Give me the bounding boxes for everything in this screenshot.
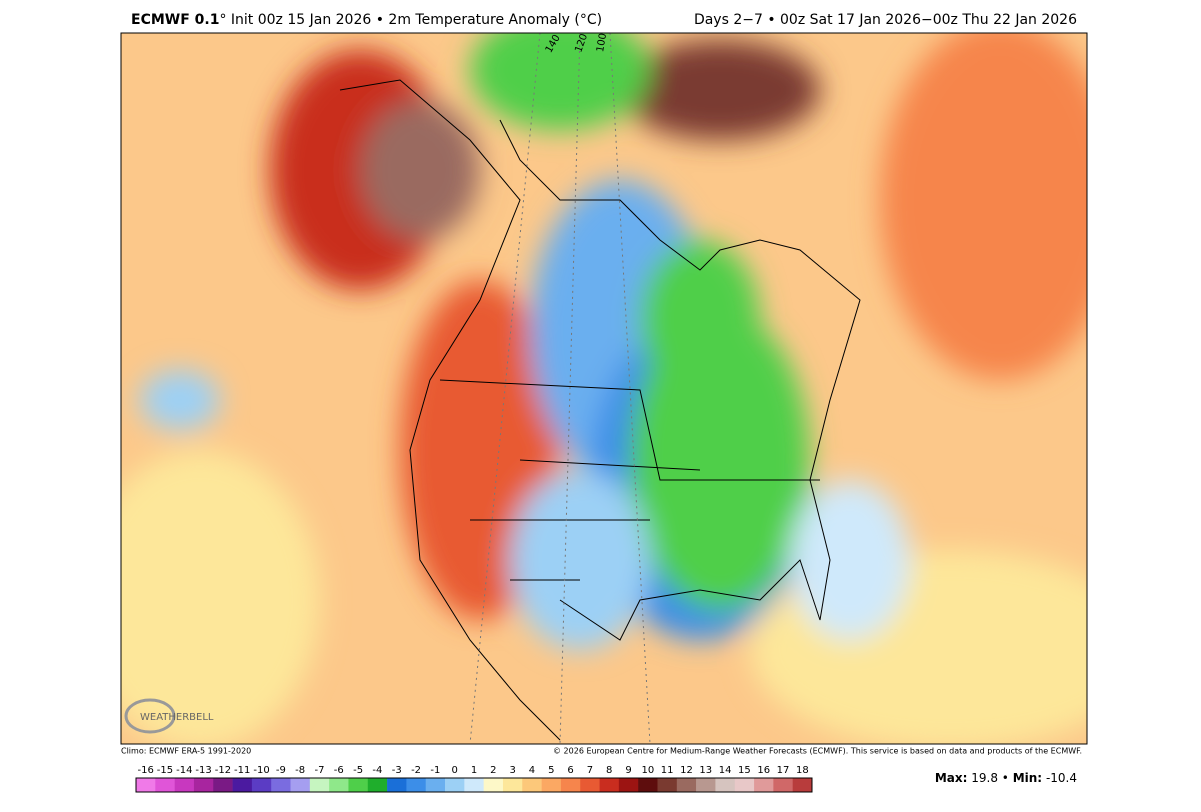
colorbar-label: -8 (295, 765, 305, 776)
colorbar-label: 17 (777, 765, 790, 776)
copyright: © 2026 European Centre for Medium-Range … (553, 747, 1082, 756)
colorbar-swatch (599, 778, 620, 792)
colorbar-swatch (251, 778, 272, 792)
colorbar-label: -15 (157, 765, 173, 776)
map: 140 W 120 W 100 W WEATHERBELL (121, 33, 1087, 744)
colorbar-swatch (502, 778, 523, 792)
colorbar-frame (135, 777, 813, 793)
colorbar-label: 15 (738, 765, 751, 776)
colorbar-label: -3 (392, 765, 402, 776)
colorbar-label: 4 (529, 765, 535, 776)
colorbar-swatch (696, 778, 716, 792)
colorbar-label: 1 (471, 765, 477, 776)
colorbar-swatch (560, 778, 581, 792)
colorbar-swatch (193, 778, 214, 792)
colorbar-label: -10 (253, 765, 269, 776)
title: ECMWF 0.1° Init 00z 15 Jan 2026 • 2m Tem… (131, 12, 602, 28)
map-frame (120, 32, 1088, 745)
colorbar-label: 14 (719, 765, 732, 776)
colorbar-label: 12 (680, 765, 693, 776)
colorbar-swatch (155, 778, 175, 792)
colorbar-label: -12 (215, 765, 231, 776)
colorbar-label: 0 (451, 765, 457, 776)
colorbar-swatch (522, 778, 542, 792)
colorbar-swatch (232, 778, 253, 792)
climo: Climo: ECMWF ERA-5 1991-2020 (121, 747, 251, 756)
max-value: 19.8 (971, 771, 998, 785)
colorbar-label: -6 (334, 765, 344, 776)
graticule (469, 33, 651, 744)
colorbar-label: -2 (411, 765, 421, 776)
colorbar-swatch (464, 778, 484, 792)
min-label: Min: (1013, 771, 1042, 785)
logo: WEATHERBELL (140, 712, 214, 723)
anomaly-field (121, 33, 1087, 744)
colorbar-swatch (754, 778, 774, 792)
colorbar-label: 16 (757, 765, 770, 776)
colorbar-label: -1 (430, 765, 440, 776)
colorbar-swatch (271, 778, 291, 792)
colorbar-label: -14 (176, 765, 192, 776)
colorbar-swatch (618, 778, 639, 792)
colorbar-swatch (425, 778, 446, 792)
colorbar-label: 11 (661, 765, 674, 776)
period: Days 2−7 • 00z Sat 17 Jan 2026−00z Thu 2… (694, 12, 1077, 28)
colorbar-swatch (657, 778, 678, 792)
colorbar-swatch (174, 778, 195, 792)
colorbar-label: 6 (567, 765, 573, 776)
colorbar-swatch (483, 778, 504, 792)
separator: • (1002, 771, 1009, 785)
colorbar-swatch (290, 778, 311, 792)
colorbar-label: -11 (234, 765, 250, 776)
colorbar-swatch (715, 778, 736, 792)
colorbar-label: 10 (641, 765, 654, 776)
colorbar-label: 2 (490, 765, 496, 776)
colorbar-label: -9 (276, 765, 286, 776)
colorbar-swatch (136, 778, 156, 792)
model-name: ECMWF 0.1 (131, 12, 219, 28)
colorbar: -16 -15 -14 -13 -12 -11 -10 -9 -8 -7 -6 -5 -4 -3 -2 -1 0… (135, 765, 813, 793)
colorbar-swatch (734, 778, 755, 792)
logo-mark (124, 698, 176, 734)
colorbar-label: -4 (372, 765, 382, 776)
colorbar-swatch (348, 778, 369, 792)
colorbar-label: -7 (314, 765, 324, 776)
colorbar-swatch (387, 778, 407, 792)
stats: Max: 19.8 • Min: -10.4 (935, 771, 1077, 785)
title-text: ° Init 00z 15 Jan 2026 • 2m Temperature … (219, 12, 602, 28)
colorbar-swatch (676, 778, 697, 792)
colorbar-swatch (541, 778, 562, 792)
colorbar-label: -5 (353, 765, 363, 776)
colorbar-label: 9 (625, 765, 631, 776)
colorbar-swatch (638, 778, 658, 792)
colorbar-label: -16 (137, 765, 153, 776)
max-label: Max: (935, 771, 968, 785)
colorbar-swatch (329, 778, 349, 792)
min-value: -10.4 (1046, 771, 1077, 785)
colorbar-swatch (445, 778, 465, 792)
colorbar-label: -13 (195, 765, 211, 776)
colorbar-label: 7 (587, 765, 593, 776)
colorbar-label: 5 (548, 765, 554, 776)
colorbar-swatch (406, 778, 427, 792)
colorbar-swatch (367, 778, 388, 792)
colorbar-label: 8 (606, 765, 612, 776)
colorbar-swatch (773, 778, 793, 792)
colorbar-label: 3 (509, 765, 515, 776)
coastlines (339, 79, 861, 741)
colorbar-swatch (792, 778, 813, 792)
colorbar-swatch (309, 778, 330, 792)
colorbar-label: 18 (796, 765, 809, 776)
colorbar-label: 13 (699, 765, 712, 776)
colorbar-swatch (213, 778, 233, 792)
colorbar-swatch (580, 778, 600, 792)
